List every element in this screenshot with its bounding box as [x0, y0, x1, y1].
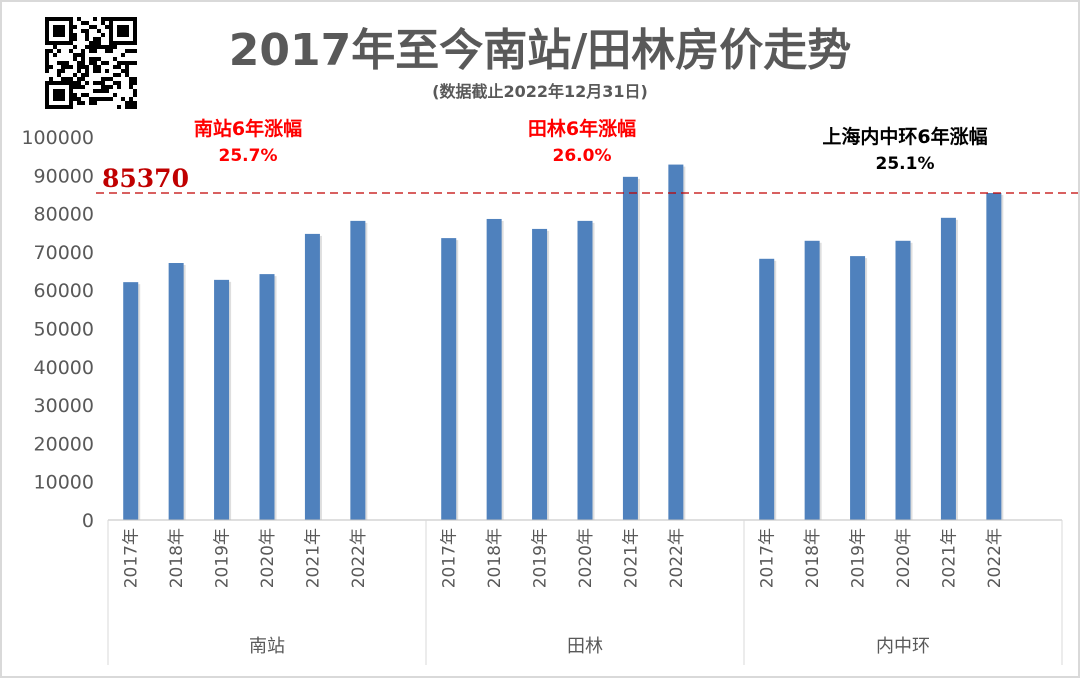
bar-田林-2019年	[532, 228, 548, 521]
bar-内中环-2022年	[986, 193, 1002, 520]
x-tick-label: 2017年	[440, 528, 460, 588]
group-label: 内中环	[876, 636, 930, 657]
x-tick-label: 2021年	[939, 528, 959, 588]
y-tick-label: 80000	[34, 204, 94, 226]
x-tick-label: 2018年	[167, 528, 187, 588]
bar-田林-2017年	[441, 238, 457, 520]
annotation-title: 上海内中环6年涨幅	[822, 125, 987, 148]
x-tick-label: 2021年	[303, 528, 323, 588]
x-tick-label: 2020年	[258, 528, 278, 588]
bar-田林-2021年	[622, 176, 638, 520]
bar-南站-2021年	[304, 233, 320, 521]
y-tick-label: 20000	[34, 433, 94, 455]
annotation-value: 26.0%	[553, 146, 612, 166]
group-label: 南站	[249, 636, 285, 657]
y-tick-label: 10000	[34, 472, 94, 494]
x-tick-label: 2017年	[122, 528, 142, 588]
qr-code-logo	[45, 17, 137, 109]
x-tick-label: 2018年	[803, 528, 823, 588]
annotation-value: 25.1%	[876, 154, 935, 174]
annotation-title: 南站6年涨幅	[194, 117, 302, 140]
annotation-value: 25.7%	[219, 146, 278, 166]
x-tick-label: 2020年	[576, 528, 596, 588]
bar-田林-2020年	[577, 220, 593, 520]
y-tick-label: 70000	[34, 242, 94, 264]
group-label: 田林	[567, 636, 603, 657]
y-tick-label: 40000	[34, 357, 94, 379]
y-tick-label: 60000	[34, 280, 94, 302]
y-tick-label: 50000	[34, 319, 94, 341]
x-tick-label: 2019年	[531, 528, 551, 588]
bar-内中环-2020年	[895, 240, 911, 520]
bar-南站-2022年	[350, 220, 366, 520]
x-tick-label: 2019年	[213, 528, 233, 588]
reference-line-label: 85370	[102, 164, 189, 193]
x-tick-label: 2018年	[485, 528, 505, 588]
bar-内中环-2018年	[804, 240, 820, 520]
y-tick-label: 90000	[34, 165, 94, 187]
y-tick-label: 0	[82, 510, 94, 532]
x-tick-label: 2022年	[349, 528, 369, 588]
x-tick-label: 2022年	[667, 528, 687, 588]
x-tick-label: 2020年	[894, 528, 914, 588]
bar-南站-2020年	[259, 274, 275, 520]
annotation-title: 田林6年涨幅	[528, 117, 636, 140]
bar-南站-2019年	[214, 279, 230, 520]
chart-subtitle: (数据截止2022年12月31日)	[432, 82, 648, 101]
bar-田林-2022年	[668, 164, 684, 521]
bar-田林-2018年	[486, 218, 502, 520]
x-tick-label: 2022年	[985, 528, 1005, 588]
bar-内中环-2021年	[940, 217, 956, 521]
bar-南站-2017年	[123, 282, 139, 520]
x-tick-label: 2021年	[621, 528, 641, 588]
x-tick-label: 2017年	[758, 528, 778, 588]
x-tick-label: 2019年	[849, 528, 869, 588]
chart-title: 2017年至今南站/田林房价走势	[229, 25, 852, 76]
bar-南站-2018年	[168, 263, 184, 520]
y-tick-label: 100000	[21, 127, 94, 149]
y-tick-label: 30000	[34, 395, 94, 417]
bar-内中环-2019年	[850, 256, 866, 520]
bar-内中环-2017年	[759, 258, 775, 520]
